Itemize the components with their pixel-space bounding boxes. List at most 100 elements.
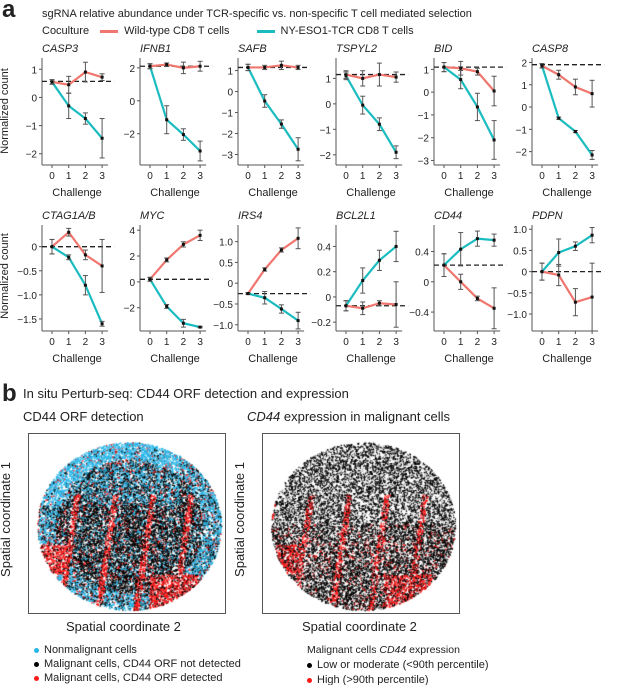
series-line-wild-type [443, 66, 495, 92]
x-tick-label: 1 [556, 171, 562, 182]
right-y-axis-label: Spatial coordinate 1 [231, 462, 247, 577]
x-tick-label: 2 [279, 337, 285, 348]
y-tick-label: 0 [129, 278, 135, 289]
data-point [475, 70, 479, 74]
y-tick-label: 1 [325, 74, 331, 85]
x-tick-label: 3 [197, 171, 203, 182]
x-axis-label: Challenge [52, 187, 102, 199]
y-tick-label: 0 [325, 100, 331, 111]
y-tick-label: −1 [320, 125, 332, 136]
data-point [100, 75, 104, 79]
x-tick-label: 3 [589, 337, 595, 348]
x-tick-label: 3 [295, 337, 301, 348]
x-tick-label: 2 [83, 171, 89, 182]
series-line-wild-type [51, 70, 103, 86]
x-axis-label: Challenge [542, 353, 592, 365]
data-point [590, 295, 594, 299]
data-point [442, 263, 446, 267]
data-point [50, 245, 54, 249]
panel-a-label: a [2, 0, 16, 23]
data-point [67, 104, 71, 108]
x-tick-label: 1 [66, 171, 72, 182]
x-tick-label: 1 [164, 171, 170, 182]
x-tick-label: 3 [491, 171, 497, 182]
y-tick-label: 2 [521, 58, 527, 69]
x-tick-label: 3 [99, 171, 105, 182]
x-tick-label: 2 [573, 171, 579, 182]
x-tick-label: 3 [589, 171, 595, 182]
data-point [83, 117, 87, 121]
data-point [165, 304, 169, 308]
data-point [279, 307, 283, 311]
y-tick-label: −1 [222, 109, 234, 120]
data-point [492, 138, 496, 142]
series-line-ny-eso1 [345, 75, 398, 153]
data-point [492, 306, 496, 310]
data-point [361, 306, 365, 310]
data-point [590, 92, 594, 96]
right-legend: Malignant cells CD44 expression Low or m… [307, 643, 489, 685]
y-tick-label: −2 [222, 130, 234, 141]
data-point [573, 244, 577, 248]
y-tick-label: −2 [26, 150, 38, 161]
left-map-title: CD44 ORF detection [23, 409, 144, 424]
series-line-ny-eso1 [443, 237, 495, 266]
gene-title: CD44 [434, 210, 462, 222]
data-point [296, 65, 300, 69]
series-line-wild-type [149, 234, 201, 281]
series-line-ny-eso1 [541, 234, 593, 273]
legend-item: Malignant cells, CD44 ORF detected [34, 671, 241, 685]
series-line-ny-eso1 [51, 245, 104, 325]
x-tick-label: 2 [377, 171, 383, 182]
legend-swatch-wt [100, 29, 119, 33]
y-tick-label: −0.4 [409, 308, 429, 319]
legend-swatch-ny [256, 29, 275, 33]
data-point [296, 147, 300, 151]
data-point [279, 63, 283, 67]
y-tick-label: −2 [418, 134, 430, 145]
y-tick-label: −1.5 [17, 315, 37, 326]
x-tick-label: 1 [164, 337, 170, 348]
x-tick-label: 0 [441, 337, 447, 348]
data-point [573, 130, 577, 134]
series-line-wild-type [247, 237, 299, 295]
gene-title: BCL2L1 [336, 210, 376, 222]
gene-title: TSPYL2 [336, 43, 377, 55]
series-line-wild-type [345, 73, 397, 80]
y-tick-label: 0 [129, 97, 135, 108]
y-tick-label: 0 [423, 278, 429, 289]
y-tick-label: −0.5 [507, 289, 527, 300]
y-tick-label: 0 [31, 243, 37, 254]
x-tick-label: 1 [262, 337, 268, 348]
y-tick-label: 2 [129, 252, 135, 263]
left-y-axis-label: Spatial coordinate 1 [0, 462, 13, 577]
gene-title: MYC [140, 210, 165, 222]
y-tick-label: 0 [423, 88, 429, 99]
y-tick-label: 0.2 [317, 268, 331, 279]
data-point [198, 149, 202, 153]
series-line-ny-eso1 [443, 66, 496, 141]
y-tick-label: −0.2 [311, 318, 331, 329]
y-tick-label: 1.0 [219, 238, 233, 249]
data-point [394, 303, 398, 306]
legend-item: Low or moderate (<90th percentile) [307, 658, 489, 673]
y-tick-label: −2 [320, 151, 332, 162]
series-line-wild-type [541, 64, 593, 95]
x-tick-label: 1 [66, 337, 72, 348]
x-tick-label: 0 [245, 337, 251, 348]
legend-entry-ny: NY-ESO1-TCR CD8 T cells [280, 25, 414, 37]
data-point [394, 244, 398, 248]
x-tick-label: 0 [343, 337, 349, 348]
data-point [83, 283, 87, 287]
data-point [344, 74, 348, 78]
x-tick-label: 1 [458, 337, 464, 348]
x-tick-label: 2 [475, 171, 481, 182]
data-point [181, 133, 185, 137]
data-point [557, 273, 561, 277]
data-point [83, 70, 87, 74]
data-point [459, 247, 463, 251]
legend: Coculture Wild-type CD8 T cells NY-ESO1-… [42, 25, 414, 37]
x-tick-label: 0 [147, 171, 153, 182]
y-tick-label: −1 [516, 125, 528, 136]
